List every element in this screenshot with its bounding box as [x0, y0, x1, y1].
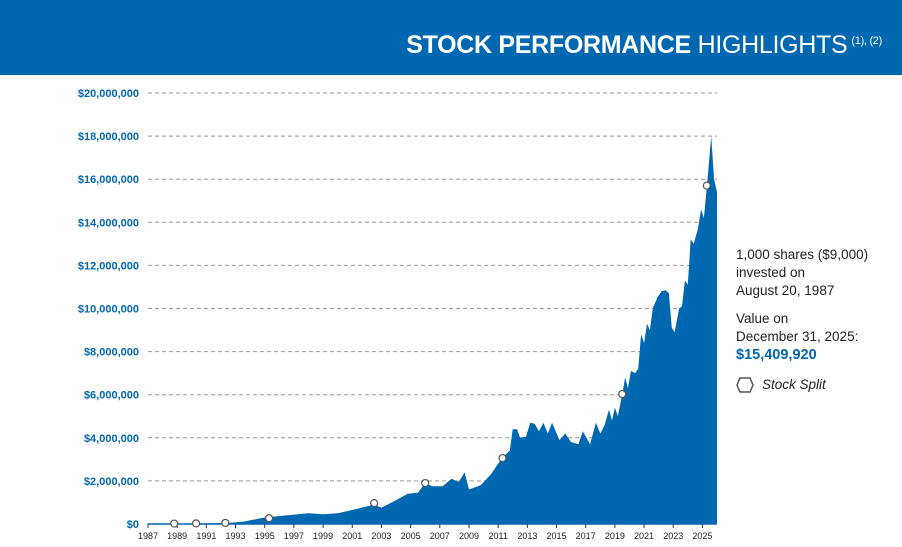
final-value: $15,409,920 — [736, 347, 817, 363]
title-footnotes: (1), (2) — [851, 35, 882, 47]
legend-stock-split: Stock Split — [736, 376, 868, 394]
x-tick-label: 2017 — [576, 531, 596, 541]
stock-split-marker — [421, 478, 430, 488]
x-tick-label: 2003 — [371, 531, 391, 541]
y-tick-label: $4,000,000 — [84, 433, 139, 445]
value-label: Value on — [736, 311, 789, 326]
hexagon-icon — [736, 377, 754, 393]
legend-label: Stock Split — [762, 377, 826, 392]
x-tick-label: 1987 — [138, 531, 158, 541]
y-tick-label: $20,000,000 — [78, 88, 139, 100]
x-tick-label: 1995 — [255, 531, 275, 541]
area-series — [156, 136, 717, 524]
page-title: STOCK PERFORMANCE HIGHLIGHTS (1), (2) — [406, 31, 882, 60]
stock-split-marker — [192, 519, 201, 528]
x-tick-label: 2025 — [692, 531, 712, 541]
x-tick-label: 2009 — [459, 531, 479, 541]
stock-split-marker — [702, 181, 711, 190]
stock-split-marker — [618, 389, 627, 399]
y-tick-label: $2,000,000 — [84, 476, 139, 488]
stock-split-marker — [264, 514, 274, 523]
value-date: December 31, 2025: — [736, 329, 859, 344]
y-tick-label: $8,000,000 — [84, 347, 139, 359]
stock-split-marker — [370, 498, 379, 508]
x-tick-label: 2021 — [634, 531, 654, 541]
title-light: HIGHLIGHTS — [697, 31, 848, 59]
invest-date: August 20, 1987 — [736, 283, 835, 298]
title-bold: STOCK PERFORMANCE — [406, 31, 691, 59]
header-banner: STOCK PERFORMANCE HIGHLIGHTS (1), (2) — [0, 0, 902, 75]
x-tick-label: 1993 — [226, 531, 246, 541]
x-tick-label: 2023 — [663, 531, 683, 541]
x-tick-label: 2013 — [517, 531, 537, 541]
x-tick-label: 1999 — [313, 531, 333, 541]
side-panel: 1,000 shares ($9,000) invested on August… — [736, 246, 868, 394]
stock-split-marker — [498, 453, 507, 463]
x-tick-label: 1997 — [284, 531, 304, 541]
x-tick-label: 2007 — [430, 531, 450, 541]
y-tick-label: $16,000,000 — [78, 174, 139, 186]
x-tick-label: 1991 — [196, 531, 216, 541]
stock-split-marker — [221, 518, 230, 528]
invest-shares: 1,000 shares ($9,000) — [736, 247, 869, 262]
y-tick-label: $6,000,000 — [84, 390, 139, 402]
x-tick-label: 2019 — [605, 531, 625, 541]
stock-split-marker — [170, 519, 179, 528]
y-tick-label: $0 — [127, 519, 139, 531]
x-tick-label: 2015 — [546, 531, 566, 541]
y-tick-label: $12,000,000 — [78, 260, 139, 272]
y-tick-label: $10,000,000 — [78, 304, 139, 316]
y-tick-label: $18,000,000 — [78, 131, 139, 143]
invest-label: invested on — [736, 265, 806, 280]
x-tick-label: 2011 — [488, 531, 507, 541]
x-tick-label: 1989 — [167, 531, 187, 541]
y-tick-label: $14,000,000 — [78, 217, 139, 229]
x-tick-label: 2001 — [342, 531, 362, 541]
x-tick-label: 2005 — [401, 531, 421, 541]
